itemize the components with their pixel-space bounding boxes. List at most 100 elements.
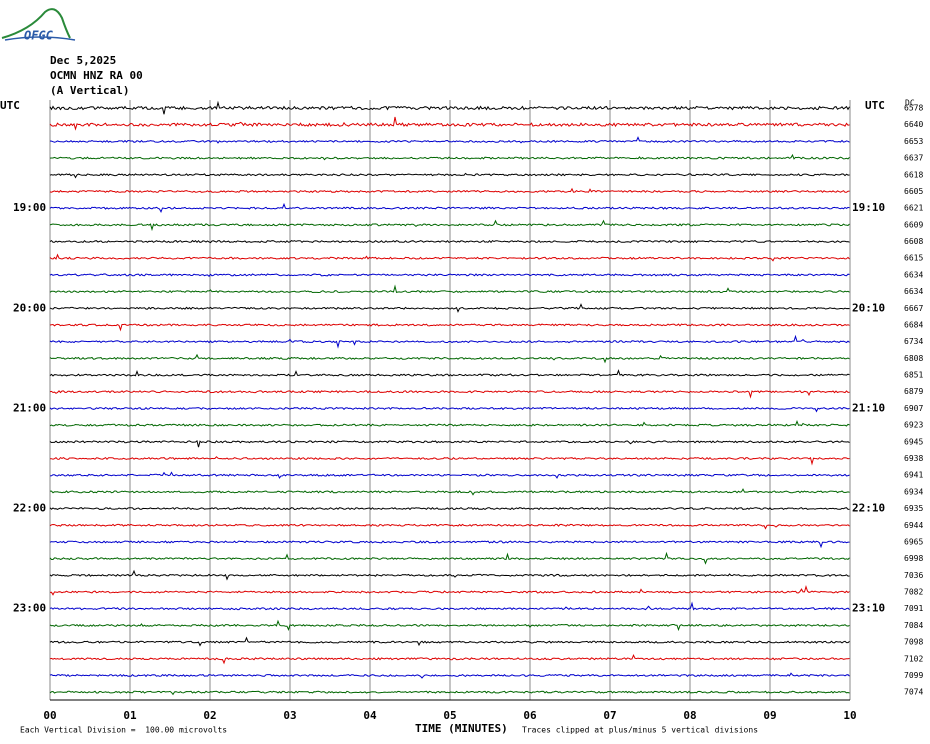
dc-value: 7074: [904, 688, 923, 697]
x-tick-label: 04: [363, 709, 377, 722]
dc-value: 7082: [904, 588, 923, 597]
x-tick-label: 09: [763, 709, 776, 722]
dc-value: 6923: [904, 421, 923, 430]
dc-value: 6578: [904, 104, 923, 113]
x-tick-label: 08: [683, 709, 696, 722]
x-tick-label: 03: [283, 709, 296, 722]
dc-value: 6734: [904, 337, 923, 346]
trace: [49, 369, 850, 377]
dc-value: 6634: [904, 287, 923, 296]
dc-value: 6640: [904, 120, 923, 129]
left-axis-title: UTC: [0, 99, 20, 112]
x-tick-label: 02: [203, 709, 216, 722]
dc-value: 6851: [904, 371, 923, 380]
dc-value: 6941: [904, 471, 923, 480]
dc-value: 6615: [904, 254, 923, 263]
trace: [49, 116, 850, 131]
right-time-label: 23:10: [852, 602, 885, 615]
trace: [49, 153, 850, 161]
right-time-label: 19:10: [852, 201, 885, 214]
trace: [50, 488, 850, 496]
trace: [49, 551, 850, 565]
logo: OFGC: [1, 8, 76, 43]
trace: [49, 523, 850, 530]
trace: [49, 219, 850, 232]
trace: [49, 601, 850, 611]
dc-value: 6608: [904, 237, 923, 246]
dc-value: 6609: [904, 220, 923, 229]
right-axis-title: UTC: [865, 99, 885, 112]
dc-value: 7098: [904, 638, 923, 647]
trace: [49, 353, 850, 364]
x-tick-label: 01: [123, 709, 137, 722]
trace: [49, 323, 850, 332]
trace: [49, 619, 850, 632]
left-time-label: 19:00: [13, 201, 46, 214]
clipping-note: Traces clipped at plus/minus 5 vertical …: [522, 726, 758, 735]
right-time-label: 20:10: [852, 301, 885, 314]
trace: [49, 636, 850, 647]
left-time-label: 21:00: [13, 401, 46, 414]
x-tick-label: 10: [843, 709, 856, 722]
dc-value: 6634: [904, 270, 923, 279]
dc-value: 7084: [904, 621, 923, 630]
trace: [49, 202, 850, 213]
x-tick-label: 05: [443, 709, 456, 722]
dc-value: 6934: [904, 487, 923, 496]
trace: [49, 273, 850, 278]
trace: [49, 690, 850, 696]
trace: [49, 303, 850, 313]
trace: [49, 569, 850, 581]
dc-value: 6653: [904, 137, 923, 146]
right-time-label: 21:10: [852, 401, 885, 414]
trace: [49, 239, 850, 244]
trace: [49, 334, 850, 349]
dc-value: 6944: [904, 521, 923, 530]
trace: [49, 440, 850, 448]
x-axis-title: TIME (MINUTES): [415, 722, 508, 735]
right-time-label: 22:10: [852, 502, 885, 515]
trace: [49, 284, 850, 294]
dc-value: 6935: [904, 504, 923, 513]
dc-value: 7102: [904, 654, 923, 663]
x-tick-label: 00: [43, 709, 56, 722]
component: (A Vertical): [50, 84, 129, 97]
trace: [49, 506, 850, 511]
dc-value: 7099: [904, 671, 923, 680]
dc-value: 6945: [904, 437, 923, 446]
logo-text: OFGC: [24, 29, 54, 43]
date: Dec 5,2025: [50, 54, 116, 67]
dc-value: 6637: [904, 154, 923, 163]
dc-title: DC: [905, 99, 915, 108]
trace: [49, 653, 850, 665]
dc-value: 7091: [904, 604, 923, 613]
left-time-label: 22:00: [13, 502, 46, 515]
trace: [49, 390, 850, 399]
left-time-label: 23:00: [13, 602, 46, 615]
trace: [49, 100, 850, 115]
trace: [49, 585, 850, 596]
dc-value: 6965: [904, 537, 923, 546]
trace: [49, 187, 850, 194]
dc-value: 6621: [904, 204, 923, 213]
trace: [49, 456, 850, 466]
trace: [49, 406, 850, 413]
dc-value: 7036: [904, 571, 923, 580]
dc-value: 6667: [904, 304, 923, 313]
division-note: Each Vertical Division = 100.00 microvol…: [20, 726, 227, 735]
x-tick-label: 07: [603, 709, 616, 722]
trace: [49, 172, 850, 179]
x-tick-label: 06: [523, 709, 537, 722]
trace: [49, 420, 850, 427]
dc-value: 6808: [904, 354, 923, 363]
trace: [49, 253, 850, 262]
trace: [49, 136, 850, 144]
dc-value: 6879: [904, 387, 923, 396]
trace: [49, 540, 850, 549]
trace: [49, 471, 850, 479]
trace: [49, 672, 850, 679]
dc-value: 6907: [904, 404, 923, 413]
dc-value: 6605: [904, 187, 923, 196]
dc-value: 6684: [904, 320, 923, 329]
